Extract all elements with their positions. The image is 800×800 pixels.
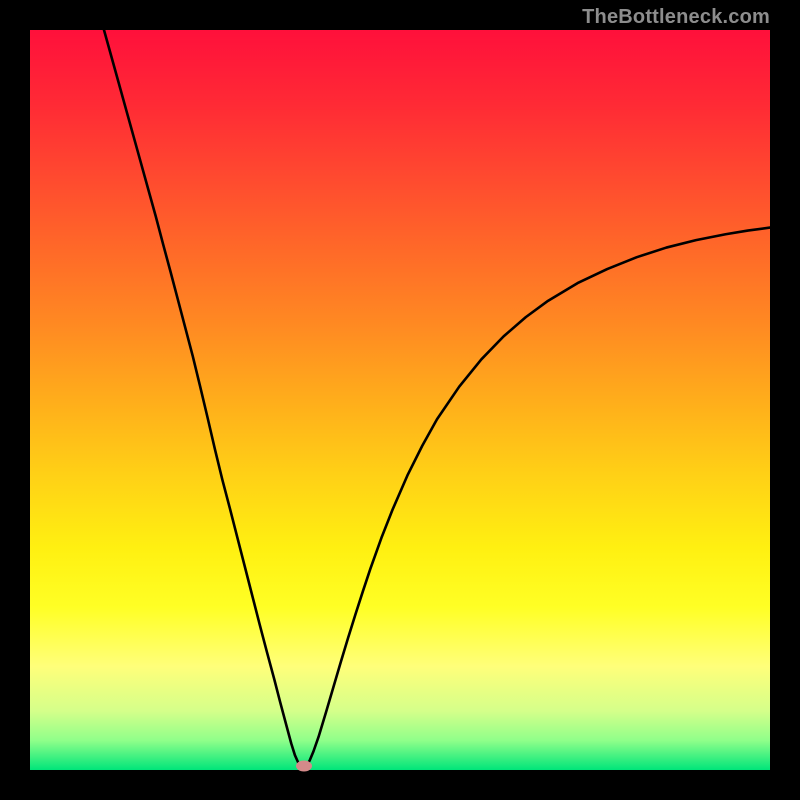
chart-root: TheBottleneck.com	[0, 0, 800, 800]
plot-area	[30, 30, 770, 770]
optimal-point-marker	[296, 760, 312, 771]
curve-layer	[30, 30, 770, 770]
bottleneck-curve	[104, 30, 770, 767]
attribution-label: TheBottleneck.com	[582, 6, 770, 29]
